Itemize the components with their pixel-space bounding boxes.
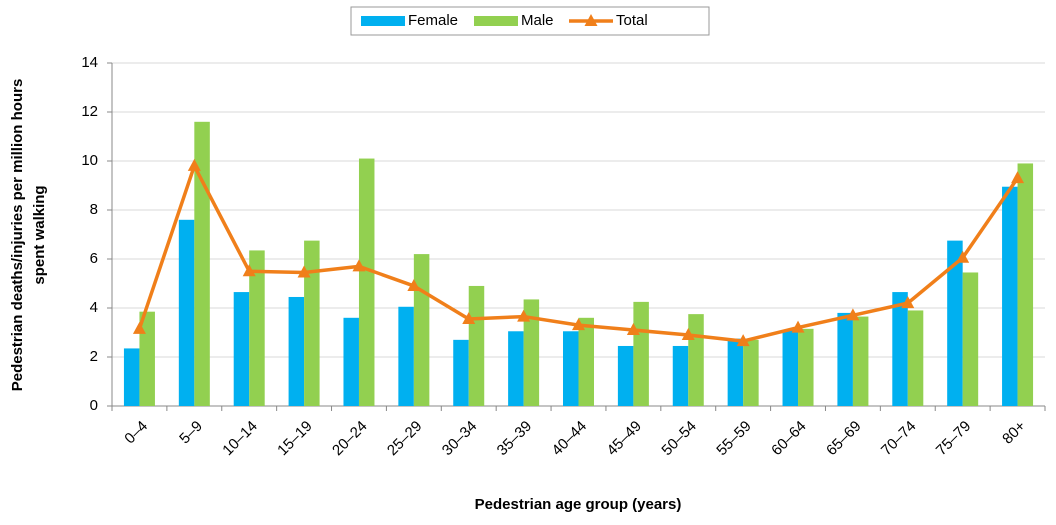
bar: [578, 317, 594, 406]
bar: [123, 348, 140, 406]
line-marker: [901, 296, 915, 309]
line-marker: [572, 318, 585, 331]
line-marker: [791, 320, 805, 333]
line-marker: [242, 264, 256, 277]
x-tick-label: 65–69: [823, 418, 865, 460]
bar: [288, 296, 305, 406]
bar: [178, 219, 195, 406]
x-tick-label: 10–14: [219, 418, 261, 460]
bar: [782, 330, 799, 406]
x-tick-label: 40–44: [549, 418, 591, 460]
bar: [852, 316, 869, 406]
line-marker: [736, 334, 750, 347]
x-tick-label: 0–4: [121, 418, 151, 448]
bar: [233, 292, 250, 406]
x-tick-label: 15–19: [274, 418, 316, 460]
legend-swatch: [474, 16, 518, 26]
y-tick-label: 6: [90, 250, 98, 267]
line-marker: [846, 308, 860, 321]
x-tick-label: 55–59: [713, 418, 755, 460]
y-axis-title: Pedestrian deaths/injuries per million h…: [9, 79, 26, 392]
bar: [633, 301, 649, 406]
legend-label: Female: [408, 12, 458, 29]
bar: [304, 240, 320, 406]
bar: [508, 331, 524, 406]
y-tick-label: 8: [90, 201, 98, 218]
bar: [947, 240, 963, 406]
legend-swatch: [584, 14, 598, 26]
x-tick-label: 70–74: [878, 418, 920, 460]
bar: [139, 311, 155, 406]
bar: [1002, 186, 1018, 406]
line-marker: [1011, 171, 1025, 184]
y-tick-label: 0: [90, 397, 98, 414]
y-tick-label: 14: [81, 54, 98, 71]
x-tick-label: 75–79: [933, 418, 975, 460]
bar: [358, 158, 375, 406]
bar: [798, 328, 814, 406]
line-marker: [132, 321, 146, 334]
y-axis-title: spent walking: [31, 185, 48, 284]
legend-label: Total: [616, 12, 648, 29]
x-tick-label: 45–49: [603, 418, 645, 460]
bar: [672, 345, 689, 406]
bar: [892, 292, 908, 406]
line-marker: [626, 323, 640, 336]
y-tick-label: 10: [81, 152, 98, 169]
bar: [398, 306, 414, 406]
x-tick-label: 25–29: [384, 418, 426, 460]
bar: [563, 331, 579, 406]
line-marker: [681, 327, 695, 340]
x-tick-label: 35–39: [494, 418, 536, 460]
line-marker: [956, 250, 970, 263]
bar: [727, 338, 744, 406]
bar: [468, 285, 485, 406]
bar: [837, 312, 853, 406]
y-tick-label: 2: [90, 348, 98, 365]
bar: [907, 310, 924, 406]
x-axis-title: Pedestrian age group (years): [475, 496, 682, 513]
line-marker: [407, 278, 421, 291]
bar: [523, 299, 540, 406]
legend-box: [350, 6, 710, 36]
x-tick-label: 60–64: [768, 418, 810, 460]
bar: [343, 317, 359, 406]
line-marker: [462, 312, 476, 325]
bar: [194, 121, 210, 407]
bar: [1017, 163, 1034, 406]
bar: [688, 314, 704, 406]
legend-swatch: [361, 16, 405, 26]
x-tick-label: 5–9: [176, 418, 206, 448]
x-tick-label: 30–34: [439, 418, 481, 460]
bar: [453, 339, 469, 406]
bar: [413, 254, 430, 406]
x-tick-label: 80+: [999, 417, 1029, 447]
line-marker: [297, 265, 311, 278]
x-tick-label: 50–54: [658, 418, 700, 460]
line: [137, 164, 1020, 343]
legend-label: Male: [521, 12, 554, 29]
y-tick-label: 12: [81, 103, 98, 120]
bar: [617, 345, 634, 406]
bar: [249, 250, 265, 406]
x-tick-label: 20–24: [329, 418, 371, 460]
line-marker: [187, 158, 201, 171]
bar: [743, 339, 759, 406]
y-tick-label: 4: [90, 299, 98, 316]
line-marker: [517, 309, 531, 322]
line-marker: [352, 259, 366, 272]
bar: [962, 272, 979, 406]
